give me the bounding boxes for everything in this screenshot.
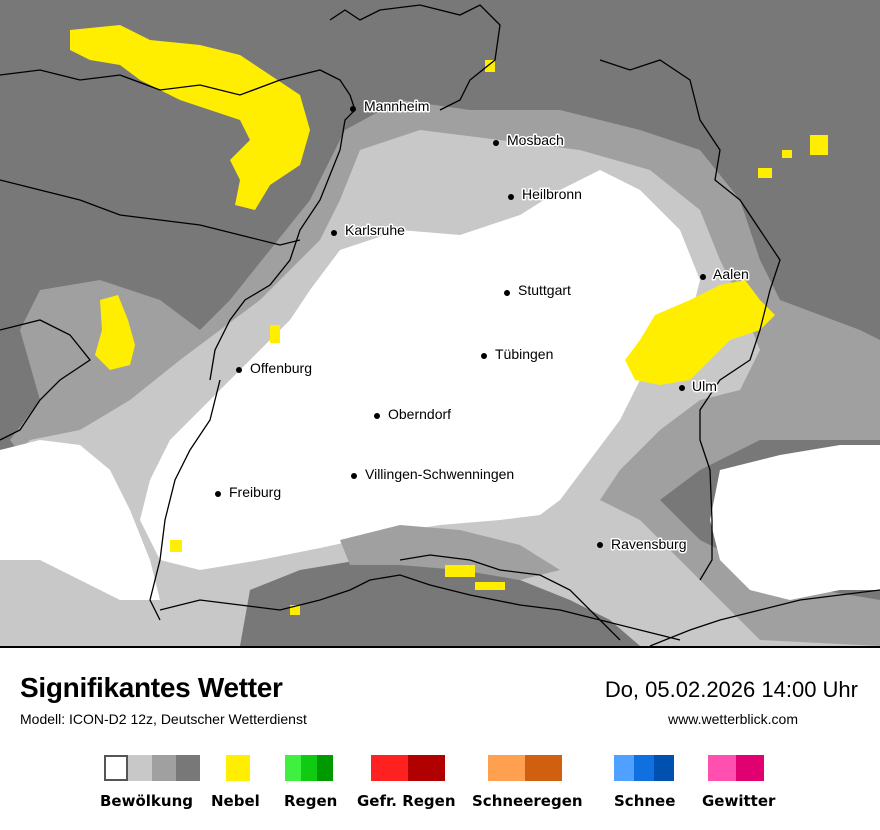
weather-map: Mannheim Mosbach Heilbronn Karlsruhe Aal… <box>0 0 880 648</box>
border-alsace <box>0 319 91 441</box>
city-freiburg[interactable]: Freiburg <box>215 483 283 502</box>
legend-swatch <box>408 755 445 781</box>
fog-patch-south-3 <box>290 605 300 615</box>
legend-swatches <box>488 755 562 781</box>
city-label: Karlsruhe <box>345 222 405 238</box>
city-aalen[interactable]: Aalen <box>700 265 750 284</box>
state-border-north <box>0 69 356 381</box>
city-label: Ulm <box>692 378 717 394</box>
city-label: Offenburg <box>250 360 312 376</box>
city-label: Mannheim <box>364 98 429 114</box>
city-ulm[interactable]: Ulm <box>679 377 718 396</box>
fog-patch-south-1 <box>445 565 475 577</box>
city-mannheim[interactable]: Mannheim <box>350 97 431 116</box>
city-label: Aalen <box>713 266 749 282</box>
fog-area-northwest <box>70 25 310 210</box>
city-heilbronn[interactable]: Heilbronn <box>508 185 583 204</box>
legend-swatch <box>128 755 152 781</box>
fog-area-danube <box>625 280 775 385</box>
legend-swatches <box>708 755 764 781</box>
fog-area-upper-rhine <box>95 295 135 370</box>
city-offenburg[interactable]: Offenburg <box>236 359 314 378</box>
border-france-west <box>0 179 301 246</box>
clear-area-southwest <box>0 440 160 600</box>
legend: Bewölkung Nebel Regen Gefr. Regen Schnee… <box>0 755 880 815</box>
border-bavaria-south <box>649 589 880 646</box>
legend-label: Regen <box>284 792 338 810</box>
legend-swatch <box>614 755 634 781</box>
legend-swatch <box>176 755 200 781</box>
legend-swatch <box>654 755 674 781</box>
fog-patch-north <box>485 60 495 72</box>
map-title: Signifikantes Wetter <box>20 672 283 703</box>
legend-swatches <box>371 755 445 781</box>
border-lake-constance <box>399 554 621 641</box>
city-mosbach[interactable]: Mosbach <box>493 131 565 150</box>
legend-label: Nebel <box>211 792 260 810</box>
fog-patch-south-2 <box>475 582 505 590</box>
city-label: Heilbronn <box>522 186 582 202</box>
website-url[interactable]: www.wetterblick.com <box>668 711 798 727</box>
legend-label: Bewölkung <box>100 792 193 810</box>
clear-area-east <box>710 445 880 600</box>
state-border-east <box>599 59 781 581</box>
city-label: Freiburg <box>229 484 281 500</box>
fog-patch-offenburg <box>270 325 280 343</box>
city-karlsruhe[interactable]: Karlsruhe <box>331 221 407 240</box>
city-label: Mosbach <box>507 132 564 148</box>
city-stuttgart[interactable]: Stuttgart <box>504 281 573 300</box>
legend-swatch <box>285 755 301 781</box>
border-switzerland <box>159 574 681 641</box>
legend-label: Schnee <box>614 792 676 810</box>
borders <box>0 4 880 646</box>
city-label: Tübingen <box>495 346 553 362</box>
legend-swatches <box>285 755 333 781</box>
state-border-upper <box>329 4 501 111</box>
legend-swatch <box>301 755 317 781</box>
legend-swatch <box>317 755 333 781</box>
legend-swatch <box>152 755 176 781</box>
legend-swatch <box>708 755 736 781</box>
city-label: Ravensburg <box>611 536 687 552</box>
city-label: Villingen-Schwenningen <box>365 466 514 482</box>
cloud-dark-alps <box>240 560 640 646</box>
legend-swatches <box>226 755 250 781</box>
legend-swatch <box>634 755 654 781</box>
clear-area <box>140 170 700 570</box>
border-rhine <box>149 379 221 621</box>
city-label: Stuttgart <box>518 282 571 298</box>
city-oberndorf[interactable]: Oberndorf <box>374 405 453 424</box>
cloud-medium-alps <box>340 525 560 580</box>
legend-label: Gefr. Regen <box>357 792 456 810</box>
fog-patch-south-4 <box>170 540 182 552</box>
model-info: Modell: ICON-D2 12z, Deutscher Wetterdie… <box>20 711 307 727</box>
city-tuebingen[interactable]: Tübingen <box>481 345 555 364</box>
legend-swatch <box>488 755 525 781</box>
city-markers: Mannheim Mosbach Heilbronn Karlsruhe Aal… <box>215 97 750 554</box>
legend-swatch <box>371 755 408 781</box>
city-villingen-schwenningen[interactable]: Villingen-Schwenningen <box>351 465 516 484</box>
fog-patch-east-3 <box>782 150 792 158</box>
legend-label: Schneeregen <box>472 792 583 810</box>
legend-swatch <box>525 755 562 781</box>
legend-swatch <box>104 755 128 781</box>
legend-swatch <box>226 755 250 781</box>
map-canvas: Mannheim Mosbach Heilbronn Karlsruhe Aal… <box>0 0 880 646</box>
city-label: Oberndorf <box>388 406 451 422</box>
fog-patch-east-2 <box>758 168 772 178</box>
legend-swatch <box>736 755 764 781</box>
city-ravensburg[interactable]: Ravensburg <box>597 535 688 554</box>
fog-patch-east-1 <box>810 135 828 155</box>
legend-label: Gewitter <box>702 792 776 810</box>
legend-swatches <box>614 755 674 781</box>
legend-swatches <box>104 755 200 781</box>
forecast-datetime: Do, 05.02.2026 14:00 Uhr <box>604 677 858 702</box>
